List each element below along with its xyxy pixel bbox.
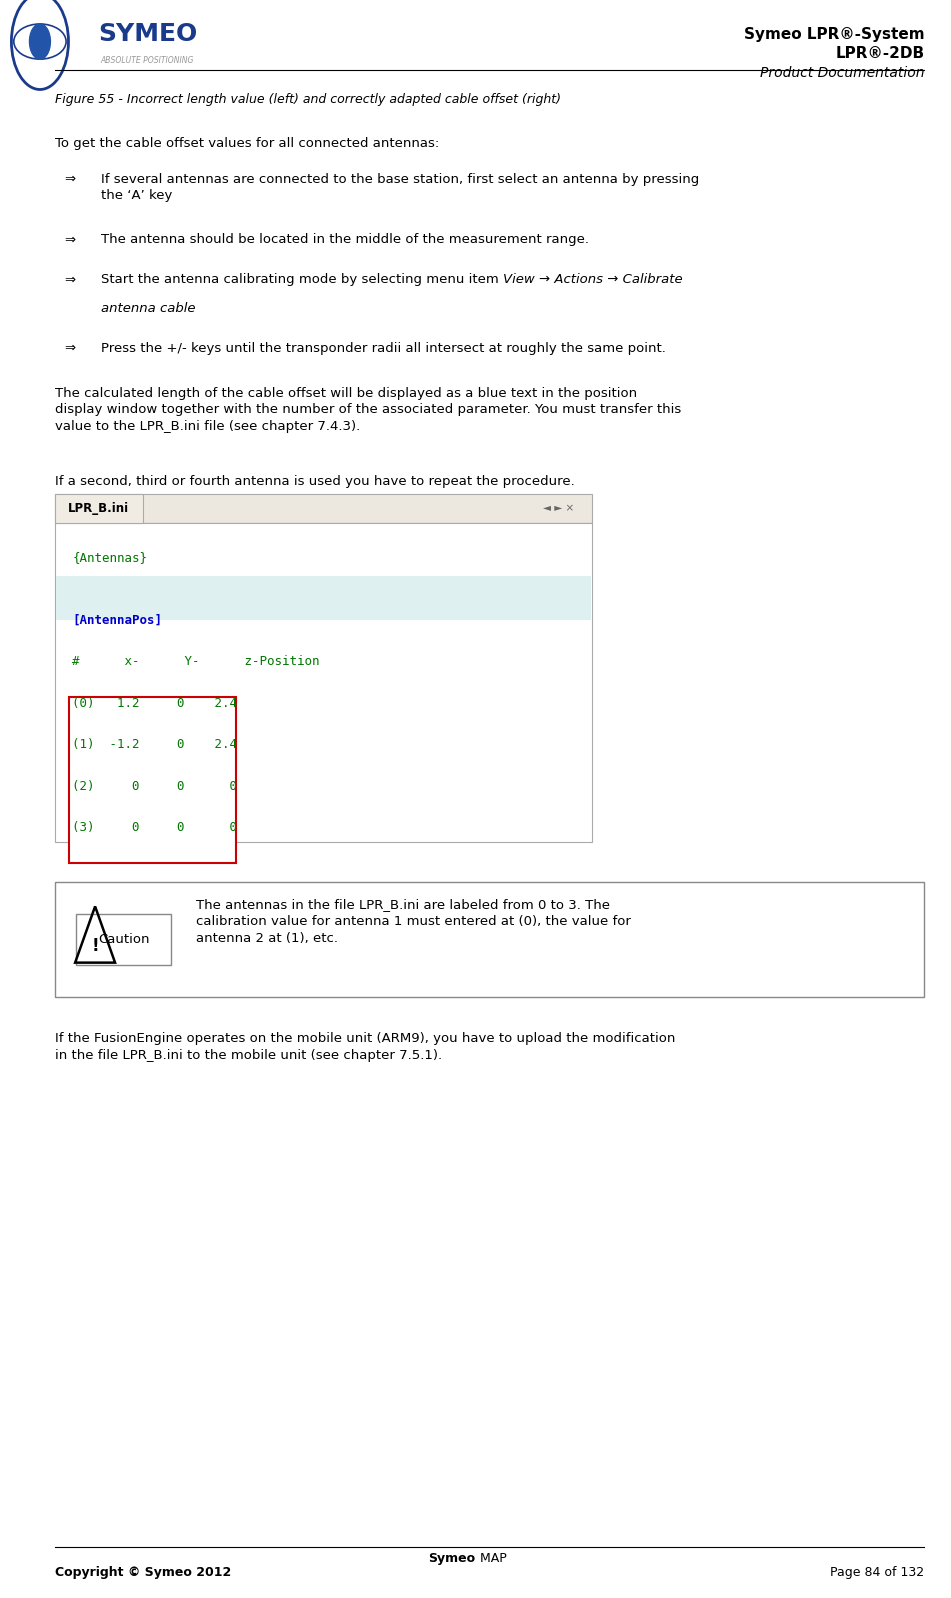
- Text: Symeo LPR®-System: Symeo LPR®-System: [744, 27, 924, 42]
- Text: {Antennas}: {Antennas}: [72, 551, 147, 564]
- Ellipse shape: [29, 24, 50, 59]
- Text: To get the cable offset values for all connected antennas:: To get the cable offset values for all c…: [55, 137, 439, 150]
- Text: If several antennas are connected to the base station, first select an antenna b: If several antennas are connected to the…: [101, 173, 699, 201]
- Text: Figure 55 - Incorrect length value (left) and correctly adapted cable offset (ri: Figure 55 - Incorrect length value (left…: [55, 93, 561, 105]
- FancyBboxPatch shape: [69, 697, 236, 863]
- Text: If the FusionEngine operates on the mobile unit (ARM9), you have to upload the m: If the FusionEngine operates on the mobi…: [55, 1032, 675, 1061]
- FancyBboxPatch shape: [55, 494, 143, 523]
- Text: Copyright © Symeo 2012: Copyright © Symeo 2012: [55, 1566, 231, 1579]
- Text: (0)   1.2     0    2.4: (0) 1.2 0 2.4: [72, 697, 238, 710]
- FancyBboxPatch shape: [56, 577, 591, 620]
- Text: antenna cable: antenna cable: [101, 302, 195, 315]
- Text: Start the antenna calibrating mode by selecting menu item: Start the antenna calibrating mode by se…: [101, 273, 503, 286]
- Text: ⇒: ⇒: [65, 342, 76, 355]
- Text: If a second, third or fourth antenna is used you have to repeat the procedure.: If a second, third or fourth antenna is …: [55, 475, 575, 487]
- FancyBboxPatch shape: [76, 914, 171, 965]
- Text: [AntennaPos]: [AntennaPos]: [72, 614, 163, 626]
- Text: !: !: [91, 936, 99, 956]
- Text: The calculated length of the cable offset will be displayed as a blue text in th: The calculated length of the cable offse…: [55, 387, 682, 433]
- FancyBboxPatch shape: [55, 882, 924, 997]
- Text: Product Documentation: Product Documentation: [760, 66, 924, 80]
- FancyBboxPatch shape: [55, 523, 592, 842]
- Text: ⇒: ⇒: [65, 273, 76, 286]
- Text: Press the +/- keys until the transponder radii all intersect at roughly the same: Press the +/- keys until the transponder…: [101, 342, 666, 355]
- Text: Page 84 of 132: Page 84 of 132: [830, 1566, 924, 1579]
- Text: (3)     0     0      0: (3) 0 0 0: [72, 821, 238, 834]
- Text: The antenna should be located in the middle of the measurement range.: The antenna should be located in the mid…: [101, 233, 589, 246]
- Text: LPR_B.ini: LPR_B.ini: [68, 502, 129, 515]
- Text: #      x-      Y-      z-Position: # x- Y- z-Position: [72, 655, 320, 668]
- Text: LPR®-2DB: LPR®-2DB: [835, 46, 924, 61]
- Text: (1)  -1.2     0    2.4: (1) -1.2 0 2.4: [72, 738, 238, 751]
- Text: MAP: MAP: [476, 1552, 506, 1564]
- Text: ⇒: ⇒: [65, 233, 76, 246]
- Text: SYMEO: SYMEO: [98, 21, 197, 46]
- FancyBboxPatch shape: [55, 494, 592, 523]
- Text: ◄ ► ×: ◄ ► ×: [543, 503, 574, 513]
- Text: Symeo: Symeo: [428, 1552, 476, 1564]
- Text: Caution: Caution: [98, 933, 149, 946]
- Text: View → Actions → Calibrate: View → Actions → Calibrate: [503, 273, 683, 286]
- Text: ABSOLUTE POSITIONING: ABSOLUTE POSITIONING: [101, 56, 194, 66]
- Text: The antennas in the file LPR_B.ini are labeled from 0 to 3. The
calibration valu: The antennas in the file LPR_B.ini are l…: [196, 898, 631, 944]
- Text: ⇒: ⇒: [65, 173, 76, 185]
- Text: (2)     0     0      0: (2) 0 0 0: [72, 780, 238, 793]
